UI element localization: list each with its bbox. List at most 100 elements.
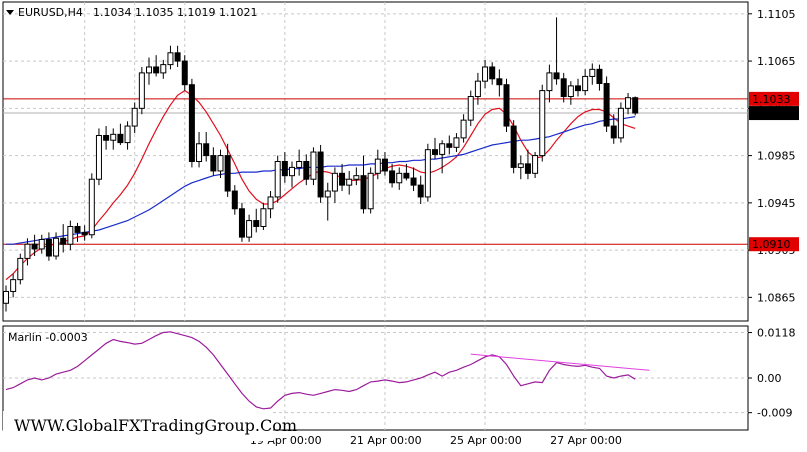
candle-body	[38, 238, 45, 250]
candle-body	[167, 52, 174, 66]
candle-body	[131, 107, 138, 127]
candle	[467, 90, 474, 127]
candle-body	[17, 257, 24, 281]
candle	[138, 66, 145, 115]
candle-body	[360, 175, 367, 210]
indicator-axis: 0.0118 0.00 -0.009	[748, 327, 796, 420]
candle-body	[524, 163, 531, 174]
candle-body	[310, 151, 317, 180]
time-axis: 19 Apr 00:00 21 Apr 00:00 25 Apr 00:00 27 A…	[250, 434, 622, 447]
candle	[575, 78, 581, 97]
candle	[632, 96, 639, 116]
candle-body	[553, 72, 560, 80]
candle-body	[160, 64, 167, 74]
candle	[439, 140, 446, 174]
candle-body	[24, 243, 31, 259]
candle-body	[153, 66, 160, 74]
candle-body	[45, 238, 52, 257]
candle	[267, 191, 274, 219]
candle-body	[339, 172, 346, 186]
candle	[17, 253, 24, 285]
candle	[303, 154, 310, 186]
candle-body	[539, 90, 546, 157]
candle-body	[224, 155, 231, 192]
candle-body	[88, 178, 95, 236]
candle-body	[246, 220, 253, 238]
candle	[246, 214, 253, 242]
candle	[81, 225, 88, 241]
candle-body	[374, 158, 381, 174]
candle-body	[446, 143, 453, 148]
candle	[289, 161, 295, 188]
candle	[296, 149, 303, 176]
candle	[324, 182, 331, 221]
price-tick-label: 1.1105	[757, 8, 796, 21]
candle	[188, 78, 195, 168]
current-price-tag	[749, 106, 799, 121]
candle	[103, 126, 110, 150]
price-tick-label: 1.0945	[757, 197, 796, 210]
candle	[510, 120, 517, 174]
candle-body	[238, 208, 245, 238]
candle-body	[560, 78, 567, 98]
candle	[560, 72, 567, 103]
candle	[10, 273, 17, 298]
candle	[95, 128, 102, 186]
candle	[553, 17, 560, 85]
ohlc-readout: 1.1034 1.1035 1.1019 1.1021	[93, 6, 257, 19]
candle	[532, 152, 539, 179]
candle-body	[81, 231, 88, 236]
candle	[181, 55, 188, 91]
candle-body	[610, 125, 617, 139]
candle-body	[510, 125, 517, 168]
candle	[617, 102, 624, 143]
candle-body	[188, 84, 195, 162]
candle	[74, 222, 81, 242]
dropdown-triangle-icon[interactable]	[6, 10, 14, 15]
candle-body	[289, 166, 295, 177]
candle-body	[324, 190, 331, 198]
candle	[474, 72, 481, 105]
candle	[524, 149, 531, 180]
candle	[160, 59, 167, 79]
indicator-label: Marlin -0.0003	[8, 331, 88, 344]
candle-body	[632, 97, 639, 114]
candle-body	[281, 161, 288, 177]
candle	[124, 121, 131, 150]
watermark-text: WWW.GlobalFXTradingGroup.Com	[14, 416, 297, 435]
candle	[167, 45, 174, 70]
candle-body	[274, 161, 281, 198]
candle	[253, 208, 260, 233]
candle	[582, 69, 589, 96]
watermark-background	[3, 411, 273, 441]
candle-body	[625, 97, 632, 109]
candle	[625, 92, 632, 115]
candle-body	[596, 68, 603, 85]
candle	[210, 147, 217, 176]
candle	[360, 155, 367, 214]
candle-body	[453, 137, 460, 148]
candle-body	[196, 143, 203, 162]
level-price-label: 1.1033	[752, 93, 791, 106]
candle-body	[603, 83, 610, 127]
candle-body	[532, 155, 539, 174]
candle-body	[3, 290, 9, 304]
candle-body	[231, 190, 238, 210]
candle	[146, 57, 152, 85]
candle-body	[117, 133, 124, 144]
candle-body	[296, 161, 303, 168]
candle-body	[617, 107, 624, 139]
price-grid	[3, 2, 748, 321]
candlesticks	[3, 17, 639, 312]
candle	[603, 76, 610, 132]
candle	[203, 131, 210, 162]
candle-body	[496, 78, 503, 86]
candle-body	[138, 72, 145, 109]
candle	[432, 137, 438, 160]
candle	[174, 45, 181, 67]
candle	[217, 149, 224, 179]
candle	[453, 133, 460, 153]
current-price-label: 1.1021	[752, 107, 791, 120]
candle	[38, 234, 45, 254]
